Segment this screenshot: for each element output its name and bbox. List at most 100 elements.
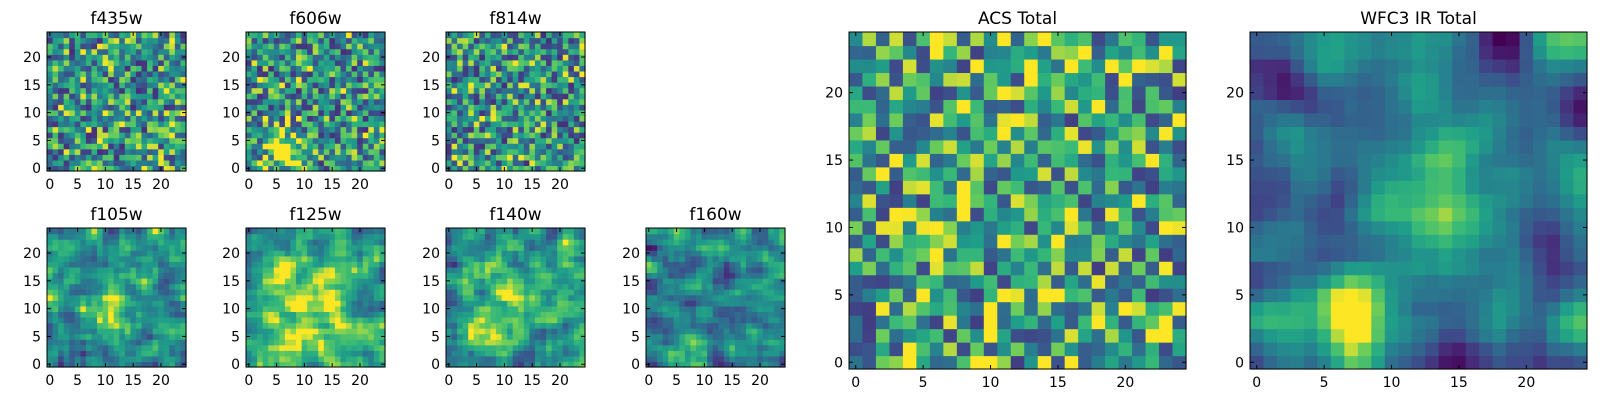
heatmap-cell xyxy=(651,272,658,279)
heatmap-cell xyxy=(657,311,664,318)
heatmap-cell xyxy=(152,70,159,78)
heatmap-cell xyxy=(346,48,353,55)
heatmap-cell xyxy=(746,278,753,285)
heatmap-cell xyxy=(85,76,93,83)
heatmap-cell xyxy=(529,239,536,246)
heatmap-cell xyxy=(718,316,725,324)
heatmap-cell xyxy=(357,294,364,301)
heatmap-cell xyxy=(562,228,569,235)
heatmap-cell xyxy=(762,255,769,262)
heatmap-cell xyxy=(501,300,508,307)
heatmap-cell xyxy=(889,247,904,262)
heatmap-cell xyxy=(373,300,381,307)
heatmap-cell xyxy=(468,239,475,246)
heatmap-cell xyxy=(180,159,187,167)
heatmap-cell xyxy=(373,154,381,161)
heatmap-cell xyxy=(501,126,508,133)
heatmap-cell xyxy=(718,272,725,279)
heatmap-cell xyxy=(573,37,581,44)
heatmap-cell xyxy=(158,350,165,357)
heatmap-cell xyxy=(340,233,347,240)
heatmap-cell xyxy=(279,93,286,100)
heatmap-cell xyxy=(662,344,669,351)
heatmap-cell xyxy=(251,266,258,274)
heatmap-cell xyxy=(773,355,781,363)
x-tick-label: 5 xyxy=(272,373,281,389)
heatmap-cell xyxy=(523,70,530,78)
heatmap-cell xyxy=(534,76,542,83)
heatmap-cell xyxy=(1037,234,1052,249)
heatmap-cell xyxy=(169,98,176,105)
heatmap-cell xyxy=(546,137,553,144)
heatmap-cell xyxy=(257,82,264,89)
heatmap-cell xyxy=(329,59,336,66)
heatmap-cell xyxy=(346,278,353,285)
heatmap-cell xyxy=(147,115,154,122)
plot-frame xyxy=(46,31,187,172)
heatmap-cell xyxy=(529,43,536,50)
heatmap-cell xyxy=(102,159,109,167)
heatmap-cell xyxy=(573,244,581,251)
heatmap-cell xyxy=(85,361,93,368)
heatmap-cell xyxy=(357,154,364,161)
heatmap-cell xyxy=(163,43,170,50)
heatmap-cell xyxy=(712,289,719,296)
heatmap-cell xyxy=(1024,139,1039,154)
heatmap-cell xyxy=(147,43,154,50)
heatmap-cell xyxy=(696,228,703,235)
heatmap-cell xyxy=(779,239,786,246)
heatmap-cell xyxy=(124,305,131,312)
heatmap-cell xyxy=(301,294,308,301)
heatmap-cell xyxy=(490,344,497,351)
heatmap-cell xyxy=(507,54,514,61)
y-tick-label: 15 xyxy=(23,274,41,290)
heatmap-cell xyxy=(707,244,714,251)
heatmap-cell xyxy=(63,98,70,105)
heatmap-cell xyxy=(540,361,547,368)
heatmap-cell xyxy=(323,233,330,240)
heatmap-cell xyxy=(91,333,98,340)
heatmap-cell xyxy=(479,54,486,61)
heatmap-cell xyxy=(52,109,59,116)
heatmap-cell xyxy=(983,247,998,262)
heatmap-cell xyxy=(290,316,297,324)
heatmap-cell xyxy=(47,244,54,251)
heatmap-cell xyxy=(379,159,386,167)
heatmap-cell xyxy=(484,283,492,290)
heatmap-cell xyxy=(568,239,575,246)
heatmap-cell xyxy=(85,344,93,351)
heatmap-cell xyxy=(740,328,747,335)
heatmap-cell xyxy=(568,244,575,251)
x-tick-label: 15 xyxy=(124,177,142,193)
heatmap-cell xyxy=(63,137,70,144)
heatmap-cell xyxy=(462,350,469,357)
heatmap-cell xyxy=(58,54,65,61)
heatmap-cell xyxy=(540,82,547,89)
heatmap-cell xyxy=(983,274,998,289)
heatmap-cell xyxy=(130,148,137,155)
heatmap-cell xyxy=(147,65,154,72)
heatmap-cell xyxy=(662,278,669,285)
heatmap-cell xyxy=(147,239,154,246)
heatmap-cell xyxy=(956,193,971,208)
heatmap-cell xyxy=(58,311,65,318)
heatmap-cell xyxy=(701,350,708,357)
heatmap-cell xyxy=(468,43,475,50)
heatmap-cell xyxy=(97,266,104,274)
heatmap-cell xyxy=(273,54,280,61)
heatmap-cell xyxy=(712,339,719,346)
heatmap-cell xyxy=(346,143,353,150)
heatmap-cell xyxy=(679,278,686,285)
heatmap-cell xyxy=(562,37,569,44)
heatmap-cell xyxy=(102,333,109,340)
heatmap-cell xyxy=(174,339,182,346)
heatmap-cell xyxy=(573,322,581,329)
heatmap-cell xyxy=(523,109,530,116)
heatmap-cell xyxy=(174,59,182,66)
heatmap-cell xyxy=(379,239,386,246)
heatmap-cell xyxy=(368,305,375,312)
heatmap-cell xyxy=(262,266,269,274)
heatmap-cell xyxy=(484,143,492,150)
heatmap-cell xyxy=(108,344,115,351)
heatmap-cell xyxy=(251,126,258,133)
